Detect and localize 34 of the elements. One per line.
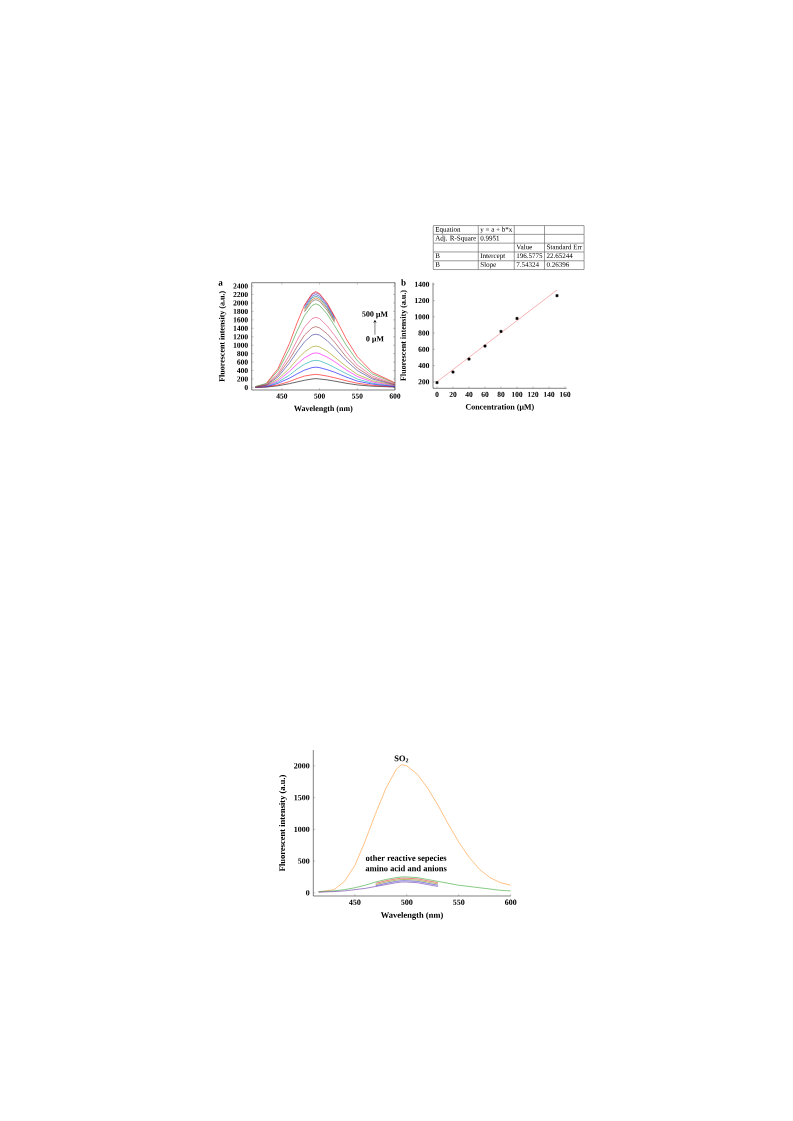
x-tick-label: 550: [453, 899, 465, 905]
annotation: 0 μM: [366, 336, 384, 344]
line-series: [255, 345, 396, 388]
annotation: amino acid and anions: [365, 865, 447, 872]
x-tick-label: 600: [504, 899, 517, 905]
y-tick-label: 2000: [294, 763, 310, 769]
annotation: other reactive sepecies: [365, 854, 447, 863]
point: [555, 294, 559, 298]
point: [451, 370, 455, 374]
y-tick-label: 1500: [294, 794, 310, 801]
point: [515, 317, 519, 320]
y-axis-title: Fluorescent intensity (a.u.): [279, 775, 287, 872]
y-tick-label: 1000: [294, 826, 310, 833]
point: [499, 330, 503, 333]
point: [483, 344, 487, 348]
chart-title: a: [218, 281, 223, 286]
x-axis-title: Wavelength (nm): [380, 911, 443, 920]
annotation: 500 μM: [362, 311, 388, 319]
line-series: [255, 352, 396, 388]
chart-title: b: [401, 279, 406, 286]
y-axis-title: Fluorescent intensity (a.u.): [400, 290, 408, 381]
point: [435, 381, 439, 384]
line-series: [266, 291, 396, 384]
x-axis-title: Concentration (μM): [465, 403, 534, 412]
line-series: [255, 360, 396, 388]
y-tick-label: 0: [306, 890, 310, 896]
y-axis-title: Fluorescent intensity (a.u.): [218, 291, 227, 382]
x-tick-label: 450: [348, 899, 361, 905]
annotation: SO$_{2}$: [394, 755, 409, 763]
y-tick-label: 500: [298, 858, 310, 864]
x-axis-title: Wavelength (nm): [294, 405, 353, 413]
x-tick-label: 500: [401, 899, 413, 905]
point: [467, 357, 471, 361]
line-series: [255, 303, 396, 387]
